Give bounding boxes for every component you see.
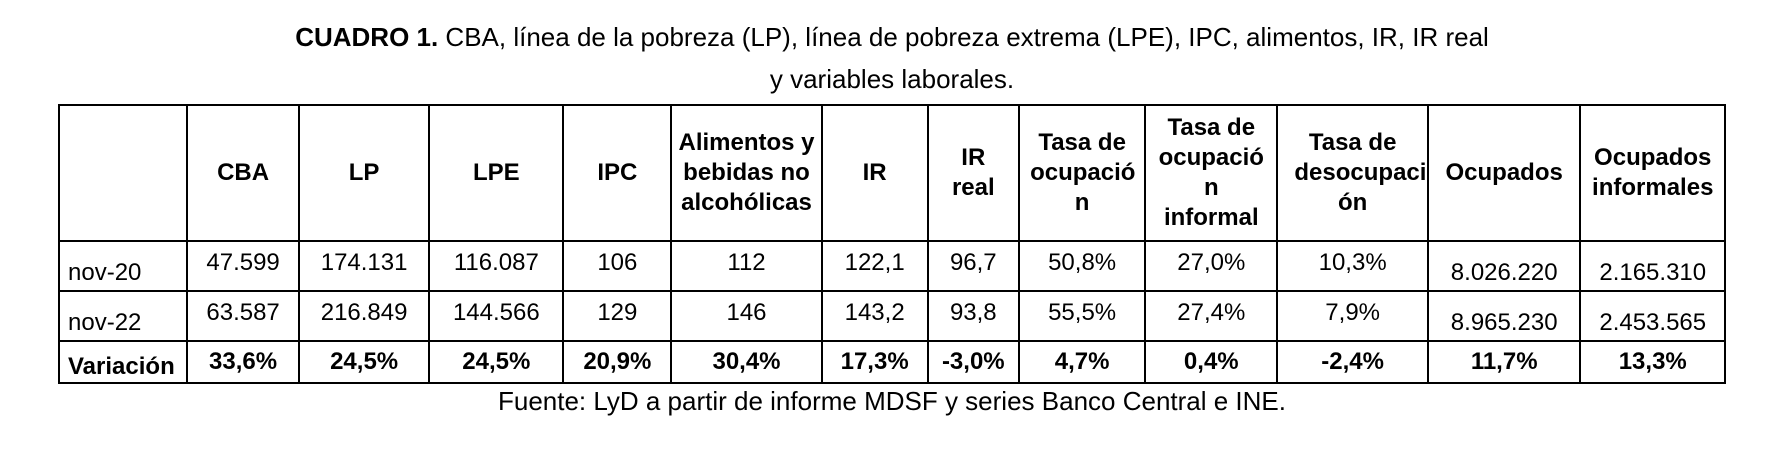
table-cell: 7,9%	[1276, 290, 1429, 342]
table-cell: 33,6%	[186, 340, 301, 384]
table-row: nov-22 63.587 216.849 144.566 129 146 14…	[57, 290, 1726, 342]
header-cell: Alimentos y bebidas no alcohólicas	[670, 104, 823, 242]
table-cell: -2,4%	[1276, 340, 1429, 384]
table-cell: 24,5%	[428, 340, 565, 384]
table-cell: 2.165.310	[1579, 240, 1726, 292]
table-cell: 8.965.230	[1426, 290, 1582, 342]
table-cell: 174.131	[298, 240, 431, 292]
table-cell: 17,3%	[820, 340, 929, 384]
table-cell: 112	[670, 240, 823, 292]
header-cell: Tasa de desocupaci ón	[1276, 104, 1429, 242]
table-cell: 11,7%	[1426, 340, 1582, 384]
header-cell: IR	[820, 104, 929, 242]
header-cell: IPC	[562, 104, 673, 242]
table-cell: 20,9%	[562, 340, 673, 384]
table-cell: 30,4%	[670, 340, 823, 384]
row-label: nov-22	[57, 290, 189, 342]
table-cell: 63.587	[186, 290, 301, 342]
table-source-note: Fuente: LyD a partir de informe MDSF y s…	[497, 386, 1286, 416]
table-cell: 4,7%	[1018, 340, 1147, 384]
table-cell: 216.849	[298, 290, 431, 342]
table-cell: 146	[670, 290, 823, 342]
header-cell: Tasa de ocupació n informal	[1144, 104, 1279, 242]
caption-title-continued: y variables laborales.	[769, 64, 1015, 94]
caption-label: CUADRO 1.	[295, 22, 439, 52]
table-cell: 50,8%	[1018, 240, 1147, 292]
table-cell: 8.026.220	[1426, 240, 1582, 292]
table-cell: 96,7	[926, 240, 1021, 292]
header-cell: IR real	[926, 104, 1021, 242]
data-table-container: CBA LP LPE IPC Alimentos y bebidas no al…	[57, 104, 1726, 384]
table-cell: 27,0%	[1144, 240, 1279, 292]
header-cell: Ocupados informales	[1579, 104, 1726, 242]
table-cell: 143,2	[820, 290, 929, 342]
table-row-variation: Variación 33,6% 24,5% 24,5% 20,9% 30,4% …	[57, 340, 1726, 384]
table-header-row: CBA LP LPE IPC Alimentos y bebidas no al…	[57, 104, 1726, 242]
header-cell: CBA	[186, 104, 301, 242]
table-cell: 2.453.565	[1579, 290, 1726, 342]
table-cell: 122,1	[820, 240, 929, 292]
caption-title: CBA, línea de la pobreza (LP), línea de …	[438, 22, 1489, 52]
table-row: nov-20 47.599 174.131 116.087 106 112 12…	[57, 240, 1726, 292]
table-cell: 93,8	[926, 290, 1021, 342]
row-label: Variación	[57, 340, 189, 384]
table-cell: 116.087	[428, 240, 565, 292]
table-cell: 144.566	[428, 290, 565, 342]
table-cell: 55,5%	[1018, 290, 1147, 342]
table-cell: 24,5%	[298, 340, 431, 384]
header-cell	[57, 104, 189, 242]
table-cell: 0,4%	[1144, 340, 1279, 384]
header-cell: LPE	[428, 104, 565, 242]
table-cell: 27,4%	[1144, 290, 1279, 342]
table-cell: 106	[562, 240, 673, 292]
table-caption: CUADRO 1. CBA, línea de la pobreza (LP),…	[58, 16, 1726, 100]
table-cell: 47.599	[186, 240, 301, 292]
header-cell: Ocupados	[1426, 104, 1582, 242]
table-cell: 13,3%	[1579, 340, 1726, 384]
table-cell: 129	[562, 290, 673, 342]
header-cell: Tasa de ocupació n	[1018, 104, 1147, 242]
row-label: nov-20	[57, 240, 189, 292]
data-table: CBA LP LPE IPC Alimentos y bebidas no al…	[57, 104, 1726, 384]
header-cell: LP	[298, 104, 431, 242]
table-cell: -3,0%	[926, 340, 1021, 384]
table-cell: 10,3%	[1276, 240, 1429, 292]
